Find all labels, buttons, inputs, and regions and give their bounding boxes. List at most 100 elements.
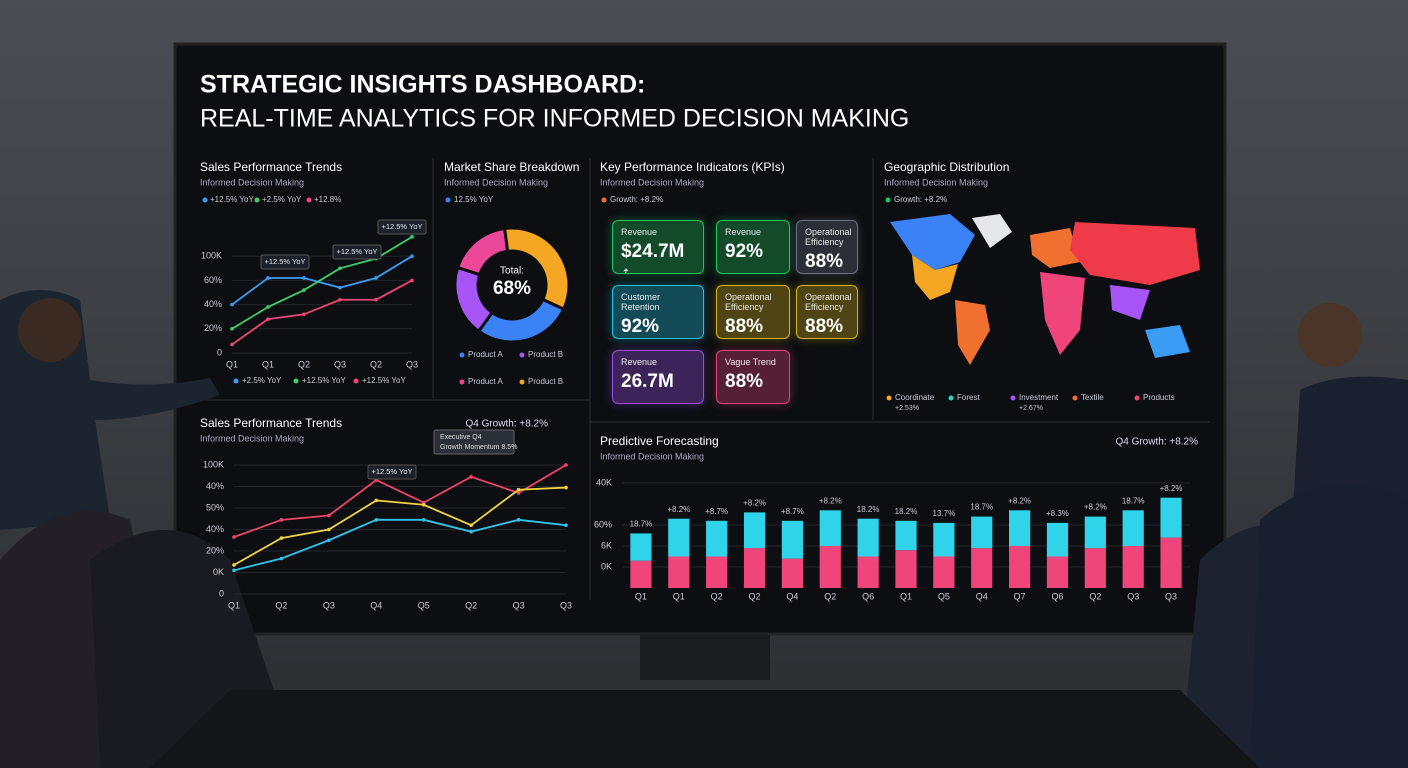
bar-segment [1008,510,1031,546]
corner-note: Q4 Growth: +8.2% [465,419,548,430]
bar-label: +8.3% [1046,509,1069,518]
dashboard-title: STRATEGIC INSIGHTS DASHBOARD: [200,71,645,99]
map-region [972,214,1012,248]
legend-label: +2.5% YoY [262,195,302,204]
legend-dot [306,197,312,203]
x-tick-label: Q2 [465,600,477,610]
bar-segment [819,546,841,588]
kpi-label: Revenue [621,227,658,237]
annotation-box [377,219,427,235]
tooltip-line: Executive Q4 [440,434,482,441]
legend-label: Product A [468,377,503,386]
map-region [1070,222,1200,285]
bar-label: +8.2% [1160,484,1183,493]
y-tick-label: 50% [206,502,224,512]
kpi-value: $24.7M ↑ [621,241,685,274]
y-tick-label: 0 [217,347,222,357]
x-tick-label: Q1 [635,591,647,601]
map-region [1145,325,1190,358]
data-point [374,276,378,280]
series-line [233,518,567,572]
bar-segment [1084,548,1106,588]
x-tick-label: Q2 [370,359,382,369]
data-point [410,235,414,239]
kpi-label: Operational Efficiency [805,227,852,247]
legend-label: Forest [957,393,980,402]
kpi-label: Revenue [621,357,658,367]
legend-dot [519,352,525,358]
y-tick-label: 0K [601,561,612,571]
y-tick-label: 20% [204,323,222,333]
legend-dot [254,197,260,203]
kpi-card: Revenue $24.7M ↑ [612,220,704,274]
legend-label: +12.5% YoY [362,376,406,385]
bar-segment [1046,522,1069,557]
legend-label: +12.5% YoY [210,195,254,204]
bar-segment [668,556,690,588]
legend-dot [1134,395,1140,401]
y-tick-label: 40% [206,481,224,491]
bar-segment [1046,556,1069,588]
x-tick-label: Q2 [824,591,836,601]
legend-note: 12.5% YoY [454,195,494,204]
attendee [1250,484,1408,768]
bar-label: +8.2% [819,496,842,505]
bar-label: 18.2% [857,505,880,514]
bar-segment [933,522,955,557]
bar-segment [895,550,917,588]
data-point [338,285,342,290]
center-label: Total: [500,266,524,277]
x-tick-label: Q1 [262,359,274,369]
legend-dot [202,197,208,203]
kpi-value: 88% [805,251,844,272]
bar-label: +8.2% [1084,503,1107,512]
x-tick-label: Q3 [1127,591,1139,601]
series-line [233,486,567,566]
panel-dividers [190,158,1210,600]
bar-segment [1160,537,1182,588]
bar-segment [857,518,879,557]
data-point [232,535,236,539]
table [150,690,1260,768]
data-point [279,518,284,522]
x-tick-label: Q7 [1014,591,1026,601]
legend-note: +2.67% [1019,405,1043,412]
map-region [1030,228,1080,268]
data-point [327,527,331,532]
corner-note: Q4 Growth: +8.2% [1115,437,1198,448]
legend-dot [1010,395,1016,401]
series-line [231,236,413,330]
bar-label: 18.2% [895,507,918,516]
bar-label: +8.7% [781,507,804,516]
kpi-value: 26.7M [621,371,674,392]
bar-segment [743,548,766,588]
legend-dot [459,379,465,385]
x-tick-label: Q1 [673,591,685,601]
data-point [338,297,342,302]
data-point [564,523,568,527]
dashboard-subtitle: REAL-TIME ANALYTICS FOR INFORMED DECISIO… [200,105,909,133]
legend-label: Products [1143,393,1175,402]
chart-title: Market Share Breakdown [444,160,579,174]
data-point [232,568,236,573]
kpi-value: 92% [725,241,764,262]
kpi-value: 92% [621,316,660,337]
kpi-card: Operational Efficiency 88% [716,285,790,339]
data-point [279,556,284,561]
data-point [421,502,426,507]
data-point [327,538,331,543]
legend-dot [353,378,359,384]
x-tick-label: Q3 [334,359,346,369]
data-point [410,278,414,283]
kpi-card: Vague Trend 88% [716,350,790,404]
chart-title: Sales Performance Trends [200,160,342,174]
series-line [231,255,413,306]
kpi-growth: Growth: +8.2% [610,195,663,204]
chart-subtitle: Informed Decision Making [200,177,304,187]
legend-dot [445,197,451,203]
x-tick-label: Q3 [323,600,335,610]
kpi-card: Revenue 26.7M [612,350,704,404]
legend-label: Product A [468,350,503,359]
tooltip-box [433,429,515,455]
